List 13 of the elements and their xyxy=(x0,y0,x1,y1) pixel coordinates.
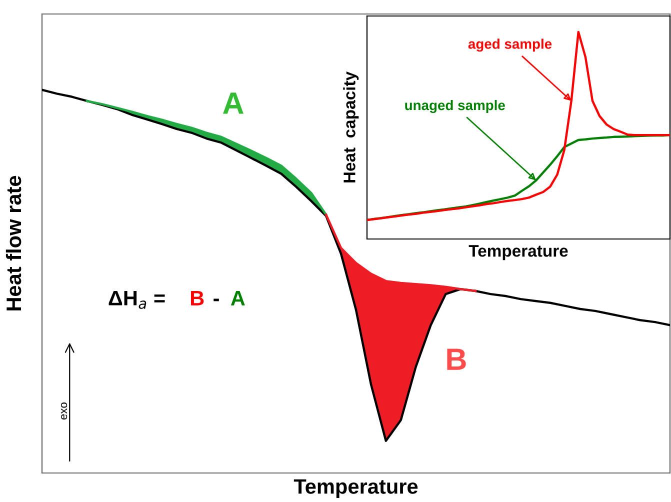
annotation: B xyxy=(447,348,466,370)
x-axis-title: Temperature xyxy=(294,479,418,498)
y-axis-title: Heat capacity xyxy=(343,72,359,182)
x-axis-title: Temperature xyxy=(468,245,568,260)
annotation: ΔH$_{a}$ = xyxy=(108,290,165,309)
annotation: - xyxy=(214,298,219,302)
text: unaged sample xyxy=(405,100,505,114)
series-label: aged sample xyxy=(468,38,552,52)
annotation: A xyxy=(222,92,244,114)
annotation: A xyxy=(230,291,245,306)
annotation: exo xyxy=(61,402,68,420)
annotation: B xyxy=(190,291,204,306)
y-axis-title: Heat flow rate xyxy=(6,176,22,310)
